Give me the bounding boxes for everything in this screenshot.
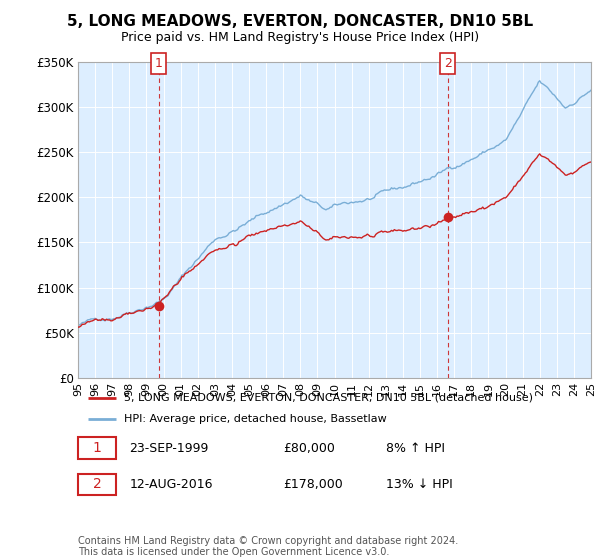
Text: 5, LONG MEADOWS, EVERTON, DONCASTER, DN10 5BL (detached house): 5, LONG MEADOWS, EVERTON, DONCASTER, DN1… <box>124 393 533 403</box>
Text: 13% ↓ HPI: 13% ↓ HPI <box>386 478 452 491</box>
FancyBboxPatch shape <box>78 437 116 459</box>
Text: 23-SEP-1999: 23-SEP-1999 <box>130 442 209 455</box>
Text: 2: 2 <box>444 57 452 70</box>
FancyBboxPatch shape <box>78 474 116 496</box>
Text: 8% ↑ HPI: 8% ↑ HPI <box>386 442 445 455</box>
Text: 1: 1 <box>93 441 101 455</box>
Text: 12-AUG-2016: 12-AUG-2016 <box>130 478 213 491</box>
Text: 5, LONG MEADOWS, EVERTON, DONCASTER, DN10 5BL: 5, LONG MEADOWS, EVERTON, DONCASTER, DN1… <box>67 14 533 29</box>
Text: £80,000: £80,000 <box>283 442 335 455</box>
Text: 1: 1 <box>155 57 163 70</box>
Text: Contains HM Land Registry data © Crown copyright and database right 2024.
This d: Contains HM Land Registry data © Crown c… <box>78 535 458 557</box>
Text: £178,000: £178,000 <box>283 478 343 491</box>
Text: 2: 2 <box>93 478 101 492</box>
Text: Price paid vs. HM Land Registry's House Price Index (HPI): Price paid vs. HM Land Registry's House … <box>121 31 479 44</box>
Text: HPI: Average price, detached house, Bassetlaw: HPI: Average price, detached house, Bass… <box>124 414 387 424</box>
